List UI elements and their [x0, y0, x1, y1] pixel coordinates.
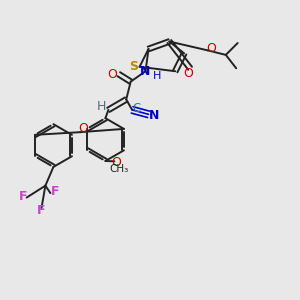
Text: CH₃: CH₃ [109, 164, 128, 174]
Text: N: N [149, 109, 159, 122]
Text: O: O [78, 122, 88, 135]
Text: F: F [19, 190, 27, 202]
Text: O: O [107, 68, 117, 81]
Text: O: O [184, 67, 194, 80]
Text: F: F [37, 204, 45, 218]
Text: O: O [207, 42, 217, 55]
Text: C: C [133, 102, 141, 115]
Text: N: N [140, 65, 151, 78]
Text: F: F [51, 185, 59, 198]
Text: S: S [129, 60, 138, 73]
Text: H: H [153, 71, 162, 81]
Text: H: H [96, 100, 106, 113]
Text: O: O [111, 156, 121, 169]
